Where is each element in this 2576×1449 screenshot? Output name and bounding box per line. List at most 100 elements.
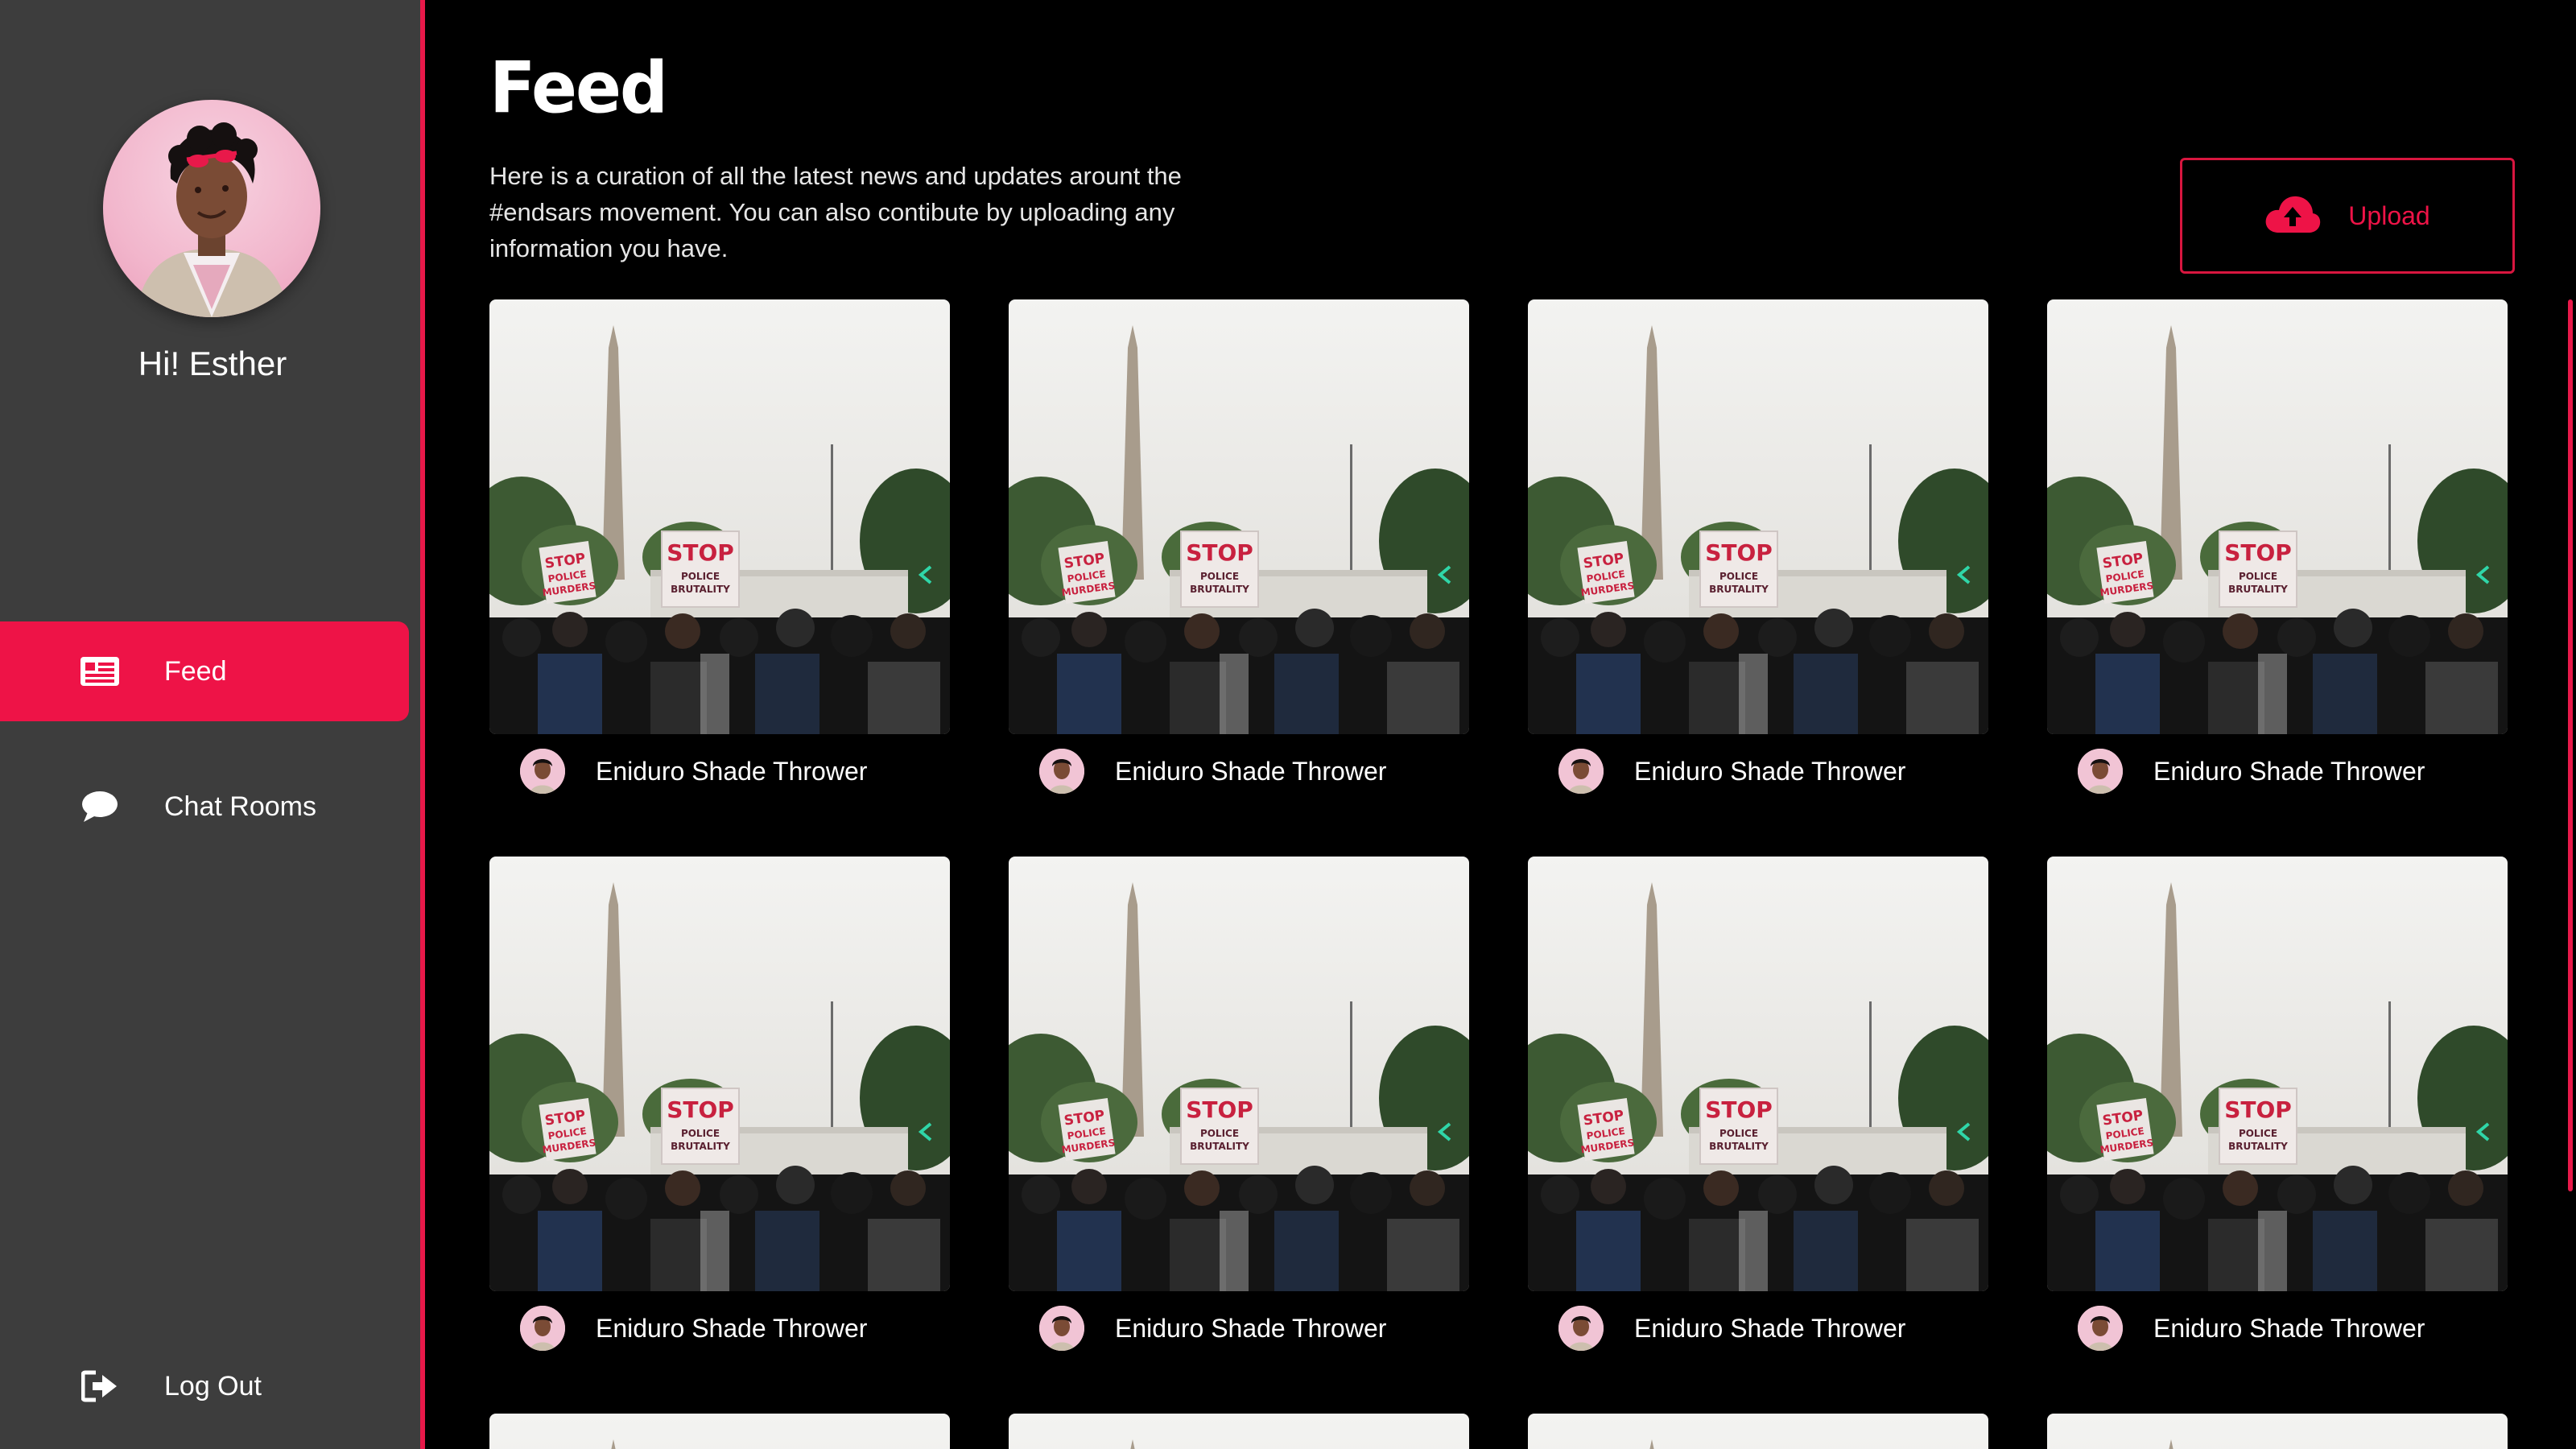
card-author[interactable]: Eniduro Shade Thrower [489,1291,950,1365]
sign-stop-text: STOP [1705,1096,1773,1123]
feed-scrollbar[interactable] [2568,299,2573,1191]
carousel-arrow-icon[interactable] [918,1122,932,1141]
logout-button[interactable]: Log Out [0,1336,262,1436]
sign-left-police-text: POLICE [1586,1125,1626,1142]
newspaper-icon [76,647,124,696]
upload-button[interactable]: Upload [2180,158,2515,274]
sign-stop-text: STOP [1186,1096,1253,1123]
sign-stop-text: STOP [1705,539,1773,566]
sign-left-police-text: POLICE [1067,568,1107,585]
feed-card[interactable]: STOP POLICE BRUTALITY STOP POLICE MURDER… [2047,299,2508,808]
carousel-arrow-icon[interactable] [1437,1122,1451,1141]
protest-photo[interactable]: STOP POLICE BRUTALITY STOP POLICE MURDER… [1009,1414,1469,1449]
protest-photo[interactable]: STOP POLICE BRUTALITY STOP POLICE MURDER… [2047,857,2508,1291]
sign-police-text: POLICE [2239,571,2277,582]
sign-police-text: POLICE [681,571,720,582]
feed-card[interactable]: STOP POLICE BRUTALITY STOP POLICE MURDER… [1009,857,1469,1365]
sign-brutality-text: BRUTALITY [2228,1141,2288,1152]
author-avatar[interactable] [1558,1306,1604,1351]
card-author[interactable]: Eniduro Shade Thrower [1009,734,1469,808]
sign-brutality-text: BRUTALITY [1190,584,1249,595]
protest-photo[interactable]: STOP POLICE BRUTALITY STOP POLICE MURDER… [1528,299,1988,734]
feed-card[interactable]: STOP POLICE BRUTALITY STOP POLICE MURDER… [1528,857,1988,1365]
sign-police-text: POLICE [1719,571,1758,582]
sign-left-police-text: POLICE [2105,1125,2145,1142]
card-author[interactable]: Eniduro Shade Thrower [1528,734,1988,808]
sign-stop-text: STOP [1186,539,1253,566]
carousel-arrow-icon[interactable] [1437,565,1451,584]
protest-photo[interactable]: STOP POLICE BRUTALITY STOP POLICE MURDER… [1009,857,1469,1291]
feed-card[interactable]: STOP POLICE BRUTALITY STOP POLICE MURDER… [1528,299,1988,808]
feed-card[interactable]: STOP POLICE BRUTALITY STOP POLICE MURDER… [2047,857,2508,1365]
sign-left-police-text: POLICE [1067,1125,1107,1142]
sign-brutality-text: BRUTALITY [2228,584,2288,595]
sign-brutality-text: BRUTALITY [671,584,730,595]
author-avatar[interactable] [1039,749,1084,794]
card-author[interactable]: Eniduro Shade Thrower [489,734,950,808]
sign-left-police-text: POLICE [2105,568,2145,585]
sign-police-text: POLICE [1200,1128,1239,1139]
author-name: Eniduro Shade Thrower [1115,1313,1387,1343]
carousel-arrow-icon[interactable] [1956,565,1971,584]
sidebar-item-label: Feed [164,655,227,687]
author-avatar[interactable] [1558,749,1604,794]
sign-left-police-text: POLICE [547,1125,588,1142]
card-author[interactable]: Eniduro Shade Thrower [1009,1291,1469,1365]
protest-photo[interactable]: STOP POLICE BRUTALITY STOP POLICE MURDER… [1009,299,1469,734]
author-avatar[interactable] [520,749,565,794]
author-name: Eniduro Shade Thrower [1115,756,1387,786]
sidebar-item-label: Chat Rooms [164,791,316,822]
author-avatar[interactable] [520,1306,565,1351]
protest-photo[interactable]: STOP POLICE BRUTALITY STOP POLICE MURDER… [489,1414,950,1449]
sign-brutality-text: BRUTALITY [1190,1141,1249,1152]
feed-card[interactable]: STOP POLICE BRUTALITY STOP POLICE MURDER… [1009,1414,1469,1449]
feed-card[interactable]: STOP POLICE BRUTALITY STOP POLICE MURDER… [2047,1414,2508,1449]
author-avatar[interactable] [2078,1306,2123,1351]
carousel-arrow-icon[interactable] [918,565,932,584]
sidebar-item-feed[interactable]: Feed [0,621,409,721]
protest-photo[interactable]: STOP POLICE BRUTALITY STOP POLICE MURDER… [2047,1414,2508,1449]
sign-brutality-text: BRUTALITY [1709,1141,1769,1152]
card-author[interactable]: Eniduro Shade Thrower [1528,1291,1988,1365]
feed-card[interactable]: STOP POLICE BRUTALITY STOP POLICE MURDER… [489,299,950,808]
author-name: Eniduro Shade Thrower [596,1313,868,1343]
protest-photo[interactable]: STOP POLICE BRUTALITY STOP POLICE MURDER… [489,857,950,1291]
protest-photo[interactable]: STOP POLICE BRUTALITY STOP POLICE MURDER… [1528,1414,1988,1449]
carousel-arrow-icon[interactable] [2475,1122,2490,1141]
logout-label: Log Out [164,1370,262,1402]
author-name: Eniduro Shade Thrower [2153,1313,2425,1343]
protest-photo[interactable]: STOP POLICE BRUTALITY STOP POLICE MURDER… [1528,857,1988,1291]
feed-grid: STOP POLICE BRUTALITY STOP POLICE MURDER… [489,299,2512,1449]
sign-police-text: POLICE [1200,571,1239,582]
page-title: Feed [489,46,668,130]
chat-bubble-icon [76,782,124,831]
author-avatar[interactable] [1039,1306,1084,1351]
profile-avatar[interactable] [103,100,320,317]
carousel-arrow-icon[interactable] [2475,565,2490,584]
sign-left-police-text: POLICE [547,568,588,585]
sign-stop-text: STOP [667,539,734,566]
feed-card[interactable]: STOP POLICE BRUTALITY STOP POLICE MURDER… [1528,1414,1988,1449]
sign-left-police-text: POLICE [1586,568,1626,585]
carousel-arrow-icon[interactable] [1956,1122,1971,1141]
sign-stop-text: STOP [667,1096,734,1123]
upload-label: Upload [2348,200,2430,230]
card-author[interactable]: Eniduro Shade Thrower [2047,1291,2508,1365]
sign-brutality-text: BRUTALITY [671,1141,730,1152]
sign-police-text: POLICE [681,1128,720,1139]
author-name: Eniduro Shade Thrower [2153,756,2425,786]
sidebar-item-chat-rooms[interactable]: Chat Rooms [0,757,316,857]
author-name: Eniduro Shade Thrower [1634,756,1906,786]
feed-card[interactable]: STOP POLICE BRUTALITY STOP POLICE MURDER… [489,1414,950,1449]
author-avatar[interactable] [2078,749,2123,794]
cloud-upload-icon [2264,194,2321,238]
sign-stop-text: STOP [2224,1096,2292,1123]
feed-card[interactable]: STOP POLICE BRUTALITY STOP POLICE MURDER… [489,857,950,1365]
feed-card[interactable]: STOP POLICE BRUTALITY STOP POLICE MURDER… [1009,299,1469,808]
card-author[interactable]: Eniduro Shade Thrower [2047,734,2508,808]
author-name: Eniduro Shade Thrower [1634,1313,1906,1343]
sign-police-text: POLICE [2239,1128,2277,1139]
sidebar: Hi! Esther Feed Chat Rooms [0,0,425,1449]
protest-photo[interactable]: STOP POLICE BRUTALITY STOP POLICE MURDER… [489,299,950,734]
protest-photo[interactable]: STOP POLICE BRUTALITY STOP POLICE MURDER… [2047,299,2508,734]
